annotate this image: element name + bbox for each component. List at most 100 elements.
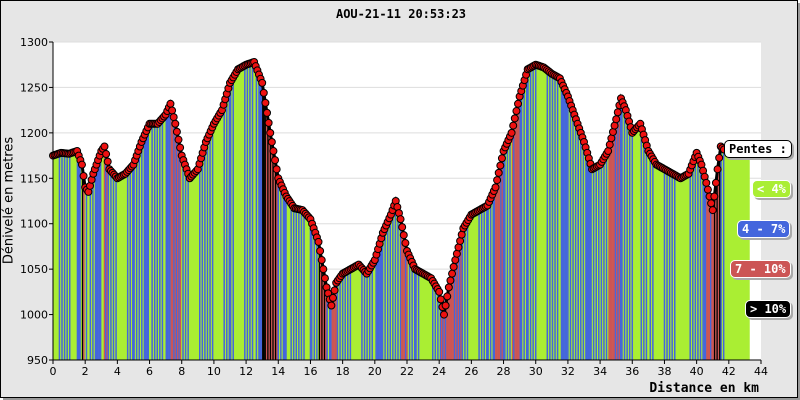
data-point [103, 157, 112, 166]
data-point [264, 118, 273, 127]
data-point [316, 246, 325, 255]
y-tick-label: 1100 [20, 218, 48, 231]
data-point [440, 310, 449, 319]
x-tick-label: 30 [529, 365, 543, 378]
x-axis-label: Distance en km [649, 381, 759, 396]
data-point [435, 287, 444, 296]
y-tick-label: 1250 [20, 81, 48, 94]
legend-entry-lt4: < 4% [752, 180, 791, 198]
data-point [267, 137, 276, 146]
data-point [174, 135, 183, 144]
x-tick-label: 4 [114, 365, 121, 378]
data-point [446, 276, 455, 285]
x-tick-label: 14 [271, 365, 285, 378]
data-point [330, 286, 339, 295]
y-tick-label: 1300 [20, 36, 48, 49]
data-point [171, 119, 180, 128]
data-point [319, 265, 328, 274]
data-point [314, 237, 323, 246]
x-tick-label: 34 [593, 365, 607, 378]
data-point [166, 99, 175, 108]
data-point [401, 239, 410, 248]
data-point [494, 168, 503, 177]
data-point [707, 199, 716, 208]
data-point [443, 292, 452, 301]
data-point [263, 108, 272, 117]
data-point [497, 154, 506, 163]
x-tick-label: 28 [497, 365, 511, 378]
x-tick-label: 36 [625, 365, 639, 378]
y-tick-label: 950 [27, 354, 48, 367]
data-point [266, 128, 275, 137]
legend-entry-7-10: 7 - 10% [730, 260, 791, 278]
data-point [320, 274, 329, 283]
data-point [493, 176, 502, 185]
x-tick-label: 18 [336, 365, 350, 378]
x-tick-label: 6 [146, 365, 153, 378]
x-tick-label: 24 [432, 365, 446, 378]
data-point [396, 215, 405, 224]
x-tick-label: 26 [464, 365, 478, 378]
data-point [77, 160, 86, 169]
data-point [710, 192, 719, 201]
data-point [715, 153, 724, 162]
data-point [441, 301, 450, 310]
data-point [79, 172, 88, 181]
data-point [272, 165, 281, 174]
data-point [612, 115, 621, 124]
data-point [317, 256, 326, 265]
data-point [448, 269, 457, 278]
data-point [176, 143, 185, 152]
x-tick-label: 0 [50, 365, 57, 378]
data-point [708, 206, 717, 215]
x-tick-label: 22 [400, 365, 414, 378]
data-point [399, 231, 408, 240]
y-tick-label: 1050 [20, 263, 48, 276]
data-point [444, 283, 453, 292]
data-point [398, 223, 407, 232]
data-point [102, 150, 111, 159]
data-point [328, 293, 337, 302]
data-point [172, 127, 181, 136]
data-point [510, 114, 519, 123]
data-point [711, 178, 720, 187]
x-tick-label: 8 [178, 365, 185, 378]
chart-title: AOU-21-11 20:53:23 [335, 7, 467, 21]
y-axis-label: Dénivelé en metres [1, 136, 17, 265]
data-point [507, 128, 516, 137]
x-tick-label: 42 [722, 365, 736, 378]
data-point [269, 147, 278, 156]
data-point [169, 113, 178, 122]
data-point [100, 142, 109, 151]
legend-entry-gt10: > 10% [745, 300, 792, 318]
data-point [436, 295, 445, 304]
data-point [258, 78, 267, 87]
x-tick-label: 10 [207, 365, 221, 378]
data-point [514, 99, 523, 108]
data-point [509, 121, 518, 130]
x-tick-label: 40 [690, 365, 704, 378]
x-tick-label: 20 [368, 365, 382, 378]
x-tick-label: 2 [82, 365, 89, 378]
data-point [713, 165, 722, 174]
data-point [702, 178, 711, 187]
x-tick-label: 32 [561, 365, 575, 378]
legend-title: Pentes : [724, 140, 792, 158]
data-point [327, 301, 336, 310]
y-tick-label: 1200 [20, 127, 48, 140]
legend-entry-4-7: 4 - 7% [737, 220, 791, 238]
data-point [613, 108, 622, 117]
data-point [491, 183, 500, 192]
x-tick-label: 38 [657, 365, 671, 378]
data-point [496, 161, 505, 170]
x-tick-label: 16 [303, 365, 317, 378]
x-tick-label: 44 [754, 365, 768, 378]
y-tick-label: 1000 [20, 309, 48, 322]
x-tick-label: 12 [239, 365, 253, 378]
y-tick-label: 1150 [20, 172, 48, 185]
data-point [449, 262, 458, 271]
data-point [271, 156, 280, 165]
data-point [259, 88, 268, 97]
